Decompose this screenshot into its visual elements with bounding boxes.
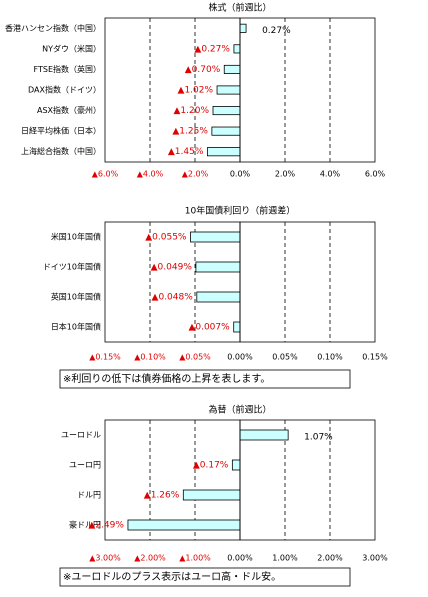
x-tick-label: 3.00% xyxy=(362,554,388,563)
x-tick-label: ▲6.0% xyxy=(92,170,119,179)
bar xyxy=(195,261,241,273)
category-label: ユーロ円 xyxy=(69,461,101,470)
category-label: ASX指数（豪州） xyxy=(37,105,101,115)
x-tick-label: 0.00% xyxy=(227,353,253,362)
x-tick-label: ▲2.00% xyxy=(134,554,166,563)
bar xyxy=(231,459,241,471)
note: ※ユーロドルのプラス表示はユーロ高・ドル安。 xyxy=(63,570,281,583)
category-label: 香港ハンセン指数（中国） xyxy=(5,23,101,33)
bar xyxy=(233,321,241,333)
value-label: ▲0.055% xyxy=(145,233,187,243)
x-tick-label: 6.0% xyxy=(365,170,386,179)
x-tick-label: 1.00% xyxy=(272,554,298,563)
x-tick-label: ▲0.10% xyxy=(134,353,166,362)
bar xyxy=(239,429,289,441)
x-tick-label: 0.10% xyxy=(317,353,343,362)
value-label: ▲1.45% xyxy=(168,147,204,157)
bar xyxy=(211,126,241,136)
note-box xyxy=(59,567,351,587)
x-tick-label: ▲0.15% xyxy=(89,353,121,362)
category-label: 日経平均株価（日本） xyxy=(21,126,101,136)
x-tick-label: ▲2.0% xyxy=(182,170,209,179)
category-label: 豪ドル円 xyxy=(69,520,101,530)
bar xyxy=(127,519,241,531)
chart-title: 10年国債利回り（前週差） xyxy=(185,205,295,217)
chart-title: 株式（前週比） xyxy=(208,2,271,14)
value-label: ▲0.27% xyxy=(194,44,230,54)
x-tick-label: 0.15% xyxy=(362,353,388,362)
value-label: ▲0.70% xyxy=(185,65,221,75)
category-label: 日本10年国債 xyxy=(51,322,101,332)
note-box xyxy=(59,369,351,389)
category-label: ドイツ10年国債 xyxy=(43,262,101,272)
x-tick-label: ▲0.05% xyxy=(179,353,211,362)
category-label: DAX指数（ドイツ） xyxy=(28,85,101,95)
x-tick-label: 2.0% xyxy=(275,170,296,179)
bar xyxy=(196,291,241,303)
category-label: FTSE指数（英国） xyxy=(34,64,101,74)
category-label: NYダウ（米国） xyxy=(42,43,101,53)
x-tick-label: 4.0% xyxy=(320,170,341,179)
category-label: ドル円 xyxy=(77,491,101,500)
x-tick-label: 2.00% xyxy=(317,554,343,563)
value-label: ▲1.20% xyxy=(173,106,209,116)
bar xyxy=(182,489,241,501)
x-tick-label: 0.05% xyxy=(272,353,298,362)
note: ※利回りの低下は債券価格の上昇を表します。 xyxy=(63,372,270,385)
category-label: ユーロドル xyxy=(61,431,101,440)
value-label: ▲1.25% xyxy=(172,127,208,137)
value-label: 0.27% xyxy=(262,26,291,36)
value-label: 1.07% xyxy=(304,433,333,443)
x-tick-label: 0.00% xyxy=(227,554,253,563)
x-tick-label: 0.0% xyxy=(230,170,251,179)
value-label: ▲2.49% xyxy=(88,521,124,531)
bar xyxy=(223,64,241,74)
chart-title: 為替（前週比） xyxy=(208,404,271,416)
x-tick-label: ▲3.00% xyxy=(89,554,121,563)
bar xyxy=(239,23,247,33)
category-label: 英国10年国債 xyxy=(51,292,101,302)
bar xyxy=(206,147,241,157)
value-label: ▲0.17% xyxy=(193,461,229,471)
value-label: ▲0.048% xyxy=(152,293,194,303)
bar xyxy=(216,85,241,95)
value-label: ▲1.02% xyxy=(178,86,214,96)
category-label: 上海総合指数（中国） xyxy=(21,146,101,156)
value-label: ▲0.049% xyxy=(151,263,193,273)
x-tick-label: ▲4.0% xyxy=(137,170,164,179)
bar xyxy=(212,106,241,116)
bar xyxy=(233,44,241,54)
category-label: 米国10年国債 xyxy=(51,232,101,242)
value-label: ▲1.26% xyxy=(144,491,180,501)
x-tick-label: ▲1.00% xyxy=(179,554,211,563)
value-label: ▲0.007% xyxy=(188,323,230,333)
bar xyxy=(190,231,241,243)
